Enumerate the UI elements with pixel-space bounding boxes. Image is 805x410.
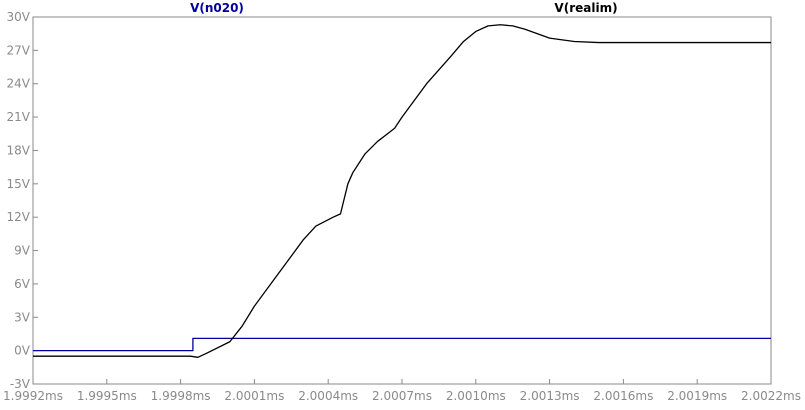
y-tick-label: 9V	[14, 244, 31, 258]
traces	[33, 24, 771, 358]
legend-label-v-realim[interactable]: V(realim)	[554, 1, 617, 15]
x-tick-label: 2.0022ms	[741, 389, 801, 403]
x-tick-label: 1.9998ms	[151, 389, 211, 403]
x-tick-label: 2.0001ms	[224, 389, 284, 403]
y-tick-label: 12V	[7, 210, 31, 224]
y-tick-label: 3V	[14, 310, 31, 324]
y-tick-label: 6V	[14, 277, 31, 291]
x-tick-label: 2.0019ms	[667, 389, 727, 403]
y-tick-label: 24V	[7, 77, 31, 91]
x-tick-label: 2.0010ms	[446, 389, 506, 403]
legend: V(n020) V(realim)	[190, 1, 618, 15]
y-tick-label: 21V	[7, 110, 31, 124]
x-axis: 1.9992ms 1.9995ms 1.9998ms 2.0001ms 2.0004ms…	[3, 379, 801, 403]
x-tick-label: 2.0007ms	[372, 389, 432, 403]
y-tick-label: 30V	[7, 10, 31, 24]
y-axis: -3V 0V 3V 6V 9V 12V 15V 18V 21V 24V 27V 30V	[7, 10, 38, 391]
x-tick-label: 1.9995ms	[77, 389, 137, 403]
y-tick-label: -3V	[10, 377, 31, 391]
y-tick-label: 0V	[14, 344, 31, 358]
x-tick-label: 2.0016ms	[593, 389, 653, 403]
x-tick-label: 1.9992ms	[3, 389, 63, 403]
y-tick-label: 15V	[7, 177, 31, 191]
y-tick-label: 27V	[7, 43, 31, 57]
trace-v-realim[interactable]	[33, 24, 771, 358]
x-tick-label: 2.0004ms	[298, 389, 358, 403]
y-tick-label: 18V	[7, 143, 31, 157]
legend-label-v-n020[interactable]: V(n020)	[190, 1, 244, 15]
x-tick-label: 2.0013ms	[520, 389, 580, 403]
plot-area[interactable]	[32, 16, 772, 385]
trace-v-n020[interactable]	[33, 337, 771, 352]
